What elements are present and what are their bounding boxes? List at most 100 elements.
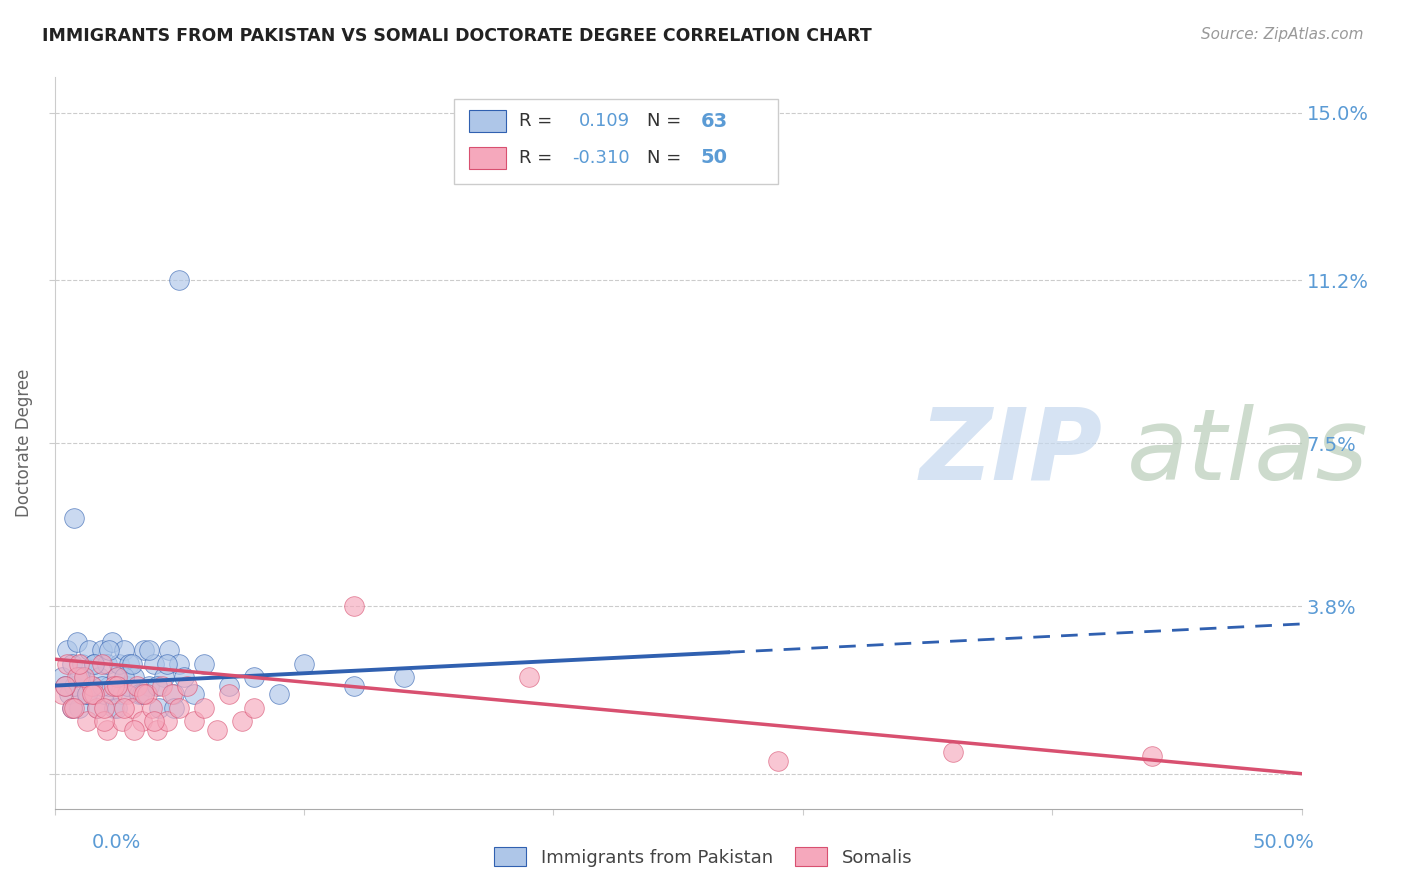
Point xyxy=(73,670,96,684)
Point xyxy=(128,688,150,702)
Point xyxy=(160,688,183,702)
Point xyxy=(86,700,108,714)
Point xyxy=(80,688,103,702)
Point xyxy=(98,643,121,657)
Point xyxy=(76,688,98,702)
Point xyxy=(108,657,131,671)
Point xyxy=(141,700,163,714)
Point xyxy=(131,688,153,702)
FancyBboxPatch shape xyxy=(454,99,778,184)
Text: 50.0%: 50.0% xyxy=(1253,833,1315,853)
Point xyxy=(76,714,98,728)
Point xyxy=(173,670,195,684)
Point xyxy=(90,679,112,693)
Point xyxy=(134,688,156,702)
Point xyxy=(79,643,101,657)
Text: -0.310: -0.310 xyxy=(572,149,630,167)
Point xyxy=(105,670,128,684)
Text: 63: 63 xyxy=(700,112,728,131)
Point xyxy=(176,679,198,693)
FancyBboxPatch shape xyxy=(468,147,506,169)
Point xyxy=(86,700,108,714)
Point xyxy=(193,700,215,714)
Point xyxy=(111,714,134,728)
Point xyxy=(70,657,93,671)
Point xyxy=(93,714,115,728)
Point xyxy=(58,688,80,702)
Point xyxy=(98,679,121,693)
Text: ZIP: ZIP xyxy=(920,403,1102,500)
Point xyxy=(56,657,79,671)
Point xyxy=(143,714,166,728)
Point xyxy=(292,657,315,671)
Point xyxy=(111,688,134,702)
Point xyxy=(766,754,789,768)
Point xyxy=(169,657,191,671)
Point xyxy=(157,643,180,657)
Text: N =: N = xyxy=(647,112,688,130)
Point xyxy=(134,643,156,657)
Point xyxy=(51,688,73,702)
Point xyxy=(218,688,240,702)
Point xyxy=(112,670,135,684)
Point xyxy=(96,657,118,671)
Point xyxy=(73,670,96,684)
Point xyxy=(66,670,89,684)
Point xyxy=(83,657,105,671)
Point xyxy=(267,688,290,702)
Point xyxy=(156,714,179,728)
Text: 0.0%: 0.0% xyxy=(91,833,141,853)
Point xyxy=(53,679,76,693)
Point xyxy=(121,700,143,714)
Point xyxy=(138,643,160,657)
Point xyxy=(125,679,148,693)
Point xyxy=(169,700,191,714)
Point xyxy=(218,679,240,693)
Point xyxy=(193,657,215,671)
Point xyxy=(138,679,160,693)
Point xyxy=(51,670,73,684)
Point xyxy=(1142,749,1164,764)
Point xyxy=(183,714,205,728)
Point xyxy=(53,679,76,693)
Point xyxy=(80,679,103,693)
Point xyxy=(63,511,86,525)
Text: R =: R = xyxy=(519,149,558,167)
Point xyxy=(169,273,191,287)
Point xyxy=(118,657,141,671)
Legend: Immigrants from Pakistan, Somalis: Immigrants from Pakistan, Somalis xyxy=(486,840,920,874)
Point xyxy=(135,688,157,702)
Point xyxy=(69,700,91,714)
Point xyxy=(150,679,173,693)
Point xyxy=(90,657,112,671)
Point xyxy=(101,634,124,648)
Point xyxy=(93,700,115,714)
Point xyxy=(105,670,128,684)
Text: Source: ZipAtlas.com: Source: ZipAtlas.com xyxy=(1201,27,1364,42)
Point xyxy=(76,688,98,702)
Point xyxy=(101,688,124,702)
Point xyxy=(146,723,169,737)
Point xyxy=(70,688,93,702)
Point xyxy=(89,670,111,684)
Point xyxy=(156,657,179,671)
Point xyxy=(343,599,366,614)
Point xyxy=(105,700,128,714)
Point xyxy=(83,688,105,702)
Point xyxy=(121,657,143,671)
Text: 50: 50 xyxy=(700,148,728,168)
FancyBboxPatch shape xyxy=(468,111,506,132)
Point xyxy=(105,679,128,693)
Point xyxy=(90,643,112,657)
Point xyxy=(148,700,170,714)
Point xyxy=(205,723,228,737)
Point xyxy=(392,670,415,684)
Text: atlas: atlas xyxy=(1128,403,1369,500)
Point xyxy=(63,679,86,693)
Point xyxy=(153,670,176,684)
Point xyxy=(69,657,91,671)
Point xyxy=(93,688,115,702)
Text: IMMIGRANTS FROM PAKISTAN VS SOMALI DOCTORATE DEGREE CORRELATION CHART: IMMIGRANTS FROM PAKISTAN VS SOMALI DOCTO… xyxy=(42,27,872,45)
Point xyxy=(183,688,205,702)
Point xyxy=(112,643,135,657)
